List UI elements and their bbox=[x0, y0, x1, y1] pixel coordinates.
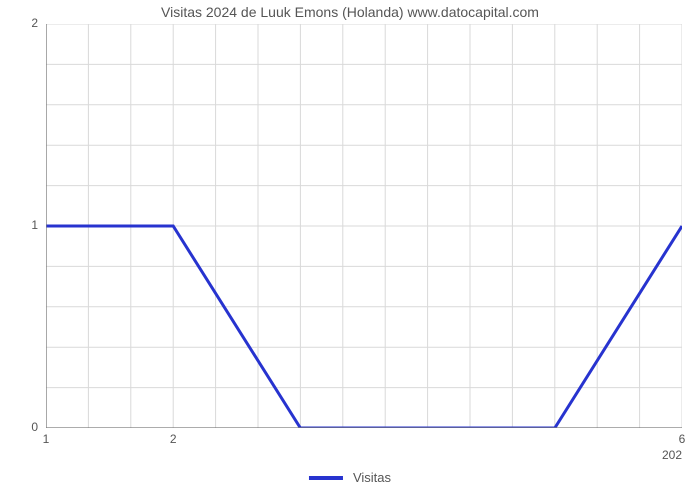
legend-label: Visitas bbox=[353, 470, 391, 485]
ytick-label: 2 bbox=[18, 16, 38, 30]
xtick-label: 6 bbox=[679, 432, 686, 446]
plot-area bbox=[46, 24, 682, 428]
chart-title: Visitas 2024 de Luuk Emons (Holanda) www… bbox=[0, 4, 700, 20]
legend-swatch bbox=[309, 476, 343, 480]
xtick-label: 2 bbox=[170, 432, 177, 446]
xtick-secondary: 202 bbox=[662, 448, 682, 462]
legend: Visitas bbox=[309, 470, 391, 485]
ytick-label: 1 bbox=[18, 218, 38, 232]
xtick-label: 1 bbox=[43, 432, 50, 446]
ytick-label: 0 bbox=[18, 420, 38, 434]
